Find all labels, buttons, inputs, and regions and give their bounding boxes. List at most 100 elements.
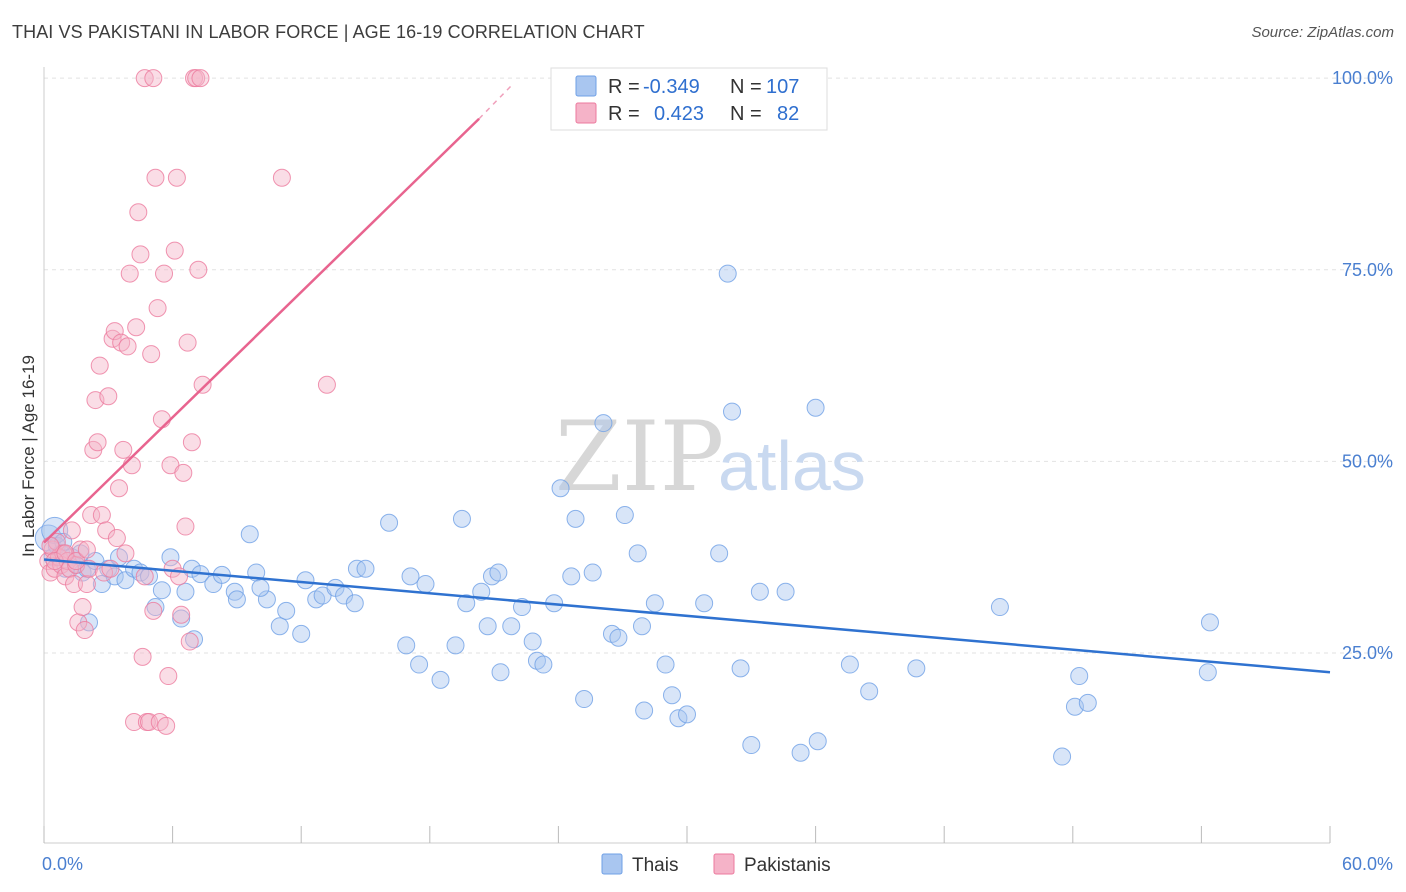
data-point [251, 578, 270, 597]
data-point [472, 582, 491, 601]
data-point [122, 456, 141, 475]
data-point [82, 506, 101, 525]
data-point [840, 655, 859, 674]
data-point [632, 617, 651, 636]
data-point [1053, 747, 1072, 766]
y-tick-label: 75.0% [1342, 260, 1393, 280]
legend-r-value-thais: -0.349 [643, 76, 700, 98]
data-point [73, 598, 92, 617]
data-point [723, 402, 742, 421]
data-point [41, 536, 60, 555]
data-point [129, 203, 148, 222]
data-point [189, 260, 208, 279]
data-point [431, 670, 450, 689]
data-point [103, 329, 122, 348]
y-tick-label: 100.0% [1332, 68, 1393, 88]
data-point [71, 540, 90, 559]
data-point [133, 647, 152, 666]
data-point [776, 582, 795, 601]
legend-label-thais: Thais [632, 855, 678, 876]
data-point [1200, 613, 1219, 632]
data-point [695, 594, 714, 613]
data-point [575, 690, 594, 709]
data-point [225, 582, 244, 601]
data-point [615, 506, 634, 525]
y-tick-label: 50.0% [1342, 451, 1393, 471]
data-point [990, 598, 1009, 617]
legend-n-value-thais: 107 [766, 76, 799, 98]
y-axis-title: In Labor Force | Age 16-19 [19, 355, 38, 557]
data-point [99, 387, 118, 406]
data-point [114, 440, 133, 459]
data-point [594, 414, 613, 433]
data-point [187, 69, 206, 88]
data-point [105, 322, 124, 341]
data-point [292, 624, 311, 643]
chart-source: Source: ZipAtlas.com [1251, 24, 1394, 41]
data-point [65, 575, 84, 594]
data-point [583, 563, 602, 582]
data-point [172, 605, 191, 624]
data-point [77, 540, 96, 559]
chart-title: THAI VS PAKISTANI IN LABOR FORCE | AGE 1… [12, 22, 645, 42]
data-point [410, 655, 429, 674]
data-point [157, 716, 176, 735]
data-point [401, 567, 420, 586]
data-point [142, 345, 161, 364]
data-point [416, 575, 435, 594]
legend-r-label: R = [608, 103, 640, 125]
data-point [101, 559, 120, 578]
data-point [178, 333, 197, 352]
data-point [131, 245, 150, 264]
data-point [628, 544, 647, 563]
data-point [806, 398, 825, 417]
data-point [457, 594, 476, 613]
data-point [635, 701, 654, 720]
data-point [174, 463, 193, 482]
data-point [656, 655, 675, 674]
data-point [808, 732, 827, 751]
data-point [791, 743, 810, 762]
data-point [489, 563, 508, 582]
data-point [182, 433, 201, 452]
legend-r-value-pakistanis: 0.423 [654, 103, 704, 125]
trend-line-pakistanis [43, 117, 480, 544]
data-point [478, 617, 497, 636]
data-point [107, 529, 126, 548]
trend-lines [43, 85, 1331, 674]
legend-label-pakistanis: Pakistanis [744, 855, 831, 876]
data-point [397, 636, 416, 655]
data-point [92, 506, 111, 525]
data-point [731, 659, 750, 678]
data-point [227, 590, 246, 609]
data-point [127, 318, 146, 337]
data-point [710, 544, 729, 563]
grid-lines [44, 77, 1392, 654]
data-point [77, 575, 96, 594]
data-point [152, 410, 171, 429]
legend-swatch-pakistanis [575, 102, 597, 124]
data-point [90, 356, 109, 375]
data-point [718, 264, 737, 283]
data-point [155, 264, 174, 283]
data-point [270, 617, 289, 636]
data-point [140, 713, 159, 732]
legend-bottom: Thais Pakistanis [601, 853, 831, 876]
data-point [551, 479, 570, 498]
data-point [110, 479, 129, 498]
data-point [125, 713, 144, 732]
data-point [116, 544, 135, 563]
data-point [452, 509, 471, 528]
data-point [62, 521, 81, 540]
legend-swatch-pakistanis [713, 853, 735, 875]
data-point [742, 736, 761, 755]
data-point [135, 567, 154, 586]
data-point [562, 567, 581, 586]
legend-box [550, 67, 828, 131]
legend-swatch-thais [575, 75, 597, 97]
series-pakistanis [39, 69, 336, 735]
y-tick-label: 25.0% [1342, 643, 1393, 663]
data-point [240, 525, 259, 544]
legend-n-label: N = [730, 76, 762, 98]
